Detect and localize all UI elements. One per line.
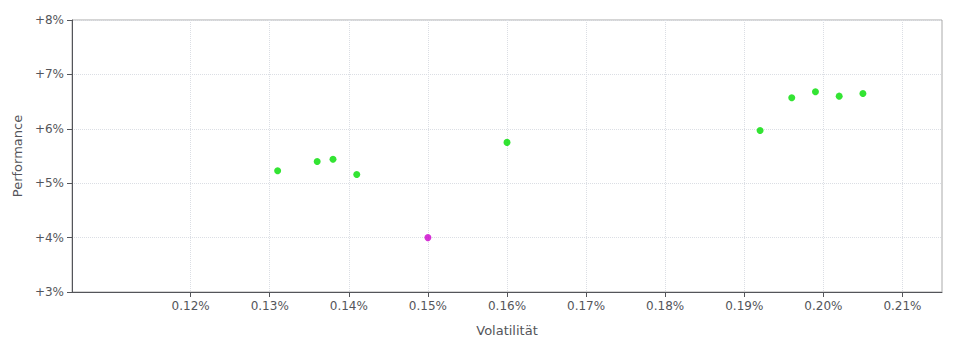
svg-text:0.20%: 0.20% xyxy=(804,299,842,313)
svg-text:0.14%: 0.14% xyxy=(330,299,368,313)
svg-text:+6%: +6% xyxy=(35,122,64,136)
svg-text:0.18%: 0.18% xyxy=(646,299,684,313)
svg-text:+8%: +8% xyxy=(35,13,64,27)
svg-text:Volatilität: Volatilität xyxy=(476,323,538,338)
svg-text:0.12%: 0.12% xyxy=(172,299,210,313)
svg-text:0.21%: 0.21% xyxy=(883,299,921,313)
svg-text:0.19%: 0.19% xyxy=(725,299,763,313)
svg-text:0.13%: 0.13% xyxy=(251,299,289,313)
svg-text:0.17%: 0.17% xyxy=(567,299,605,313)
svg-text:+7%: +7% xyxy=(35,67,64,81)
svg-text:+4%: +4% xyxy=(35,231,64,245)
svg-text:0.16%: 0.16% xyxy=(488,299,526,313)
svg-text:0.15%: 0.15% xyxy=(409,299,447,313)
svg-text:+3%: +3% xyxy=(35,285,64,299)
svg-text:+5%: +5% xyxy=(35,176,64,190)
svg-text:Performance: Performance xyxy=(10,115,25,197)
